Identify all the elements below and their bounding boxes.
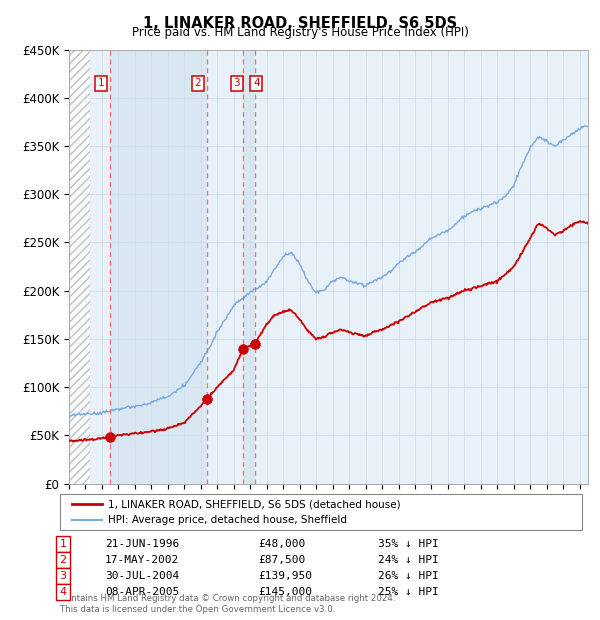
Text: 08-APR-2005: 08-APR-2005 — [105, 587, 179, 597]
Text: 1: 1 — [59, 539, 67, 549]
Bar — [244, 50, 254, 484]
Bar — [110, 50, 207, 484]
Text: 1: 1 — [97, 78, 104, 89]
Text: 35% ↓ HPI: 35% ↓ HPI — [378, 539, 439, 549]
Text: 26% ↓ HPI: 26% ↓ HPI — [378, 571, 439, 581]
Text: 21-JUN-1996: 21-JUN-1996 — [105, 539, 179, 549]
Text: 2: 2 — [194, 78, 201, 89]
Text: 4: 4 — [253, 78, 260, 89]
Text: £87,500: £87,500 — [258, 555, 305, 565]
Text: HPI: Average price, detached house, Sheffield: HPI: Average price, detached house, Shef… — [108, 515, 347, 525]
Text: Contains HM Land Registry data © Crown copyright and database right 2024.
This d: Contains HM Land Registry data © Crown c… — [60, 595, 395, 614]
Text: 1, LINAKER ROAD, SHEFFIELD, S6 5DS: 1, LINAKER ROAD, SHEFFIELD, S6 5DS — [143, 16, 457, 30]
Text: 25% ↓ HPI: 25% ↓ HPI — [378, 587, 439, 597]
Text: 24% ↓ HPI: 24% ↓ HPI — [378, 555, 439, 565]
Text: £145,000: £145,000 — [258, 587, 312, 597]
Text: 1, LINAKER ROAD, SHEFFIELD, S6 5DS (detached house): 1, LINAKER ROAD, SHEFFIELD, S6 5DS (deta… — [108, 499, 401, 509]
Text: Price paid vs. HM Land Registry's House Price Index (HPI): Price paid vs. HM Land Registry's House … — [131, 26, 469, 39]
Text: 3: 3 — [59, 571, 67, 581]
Text: £48,000: £48,000 — [258, 539, 305, 549]
Text: 17-MAY-2002: 17-MAY-2002 — [105, 555, 179, 565]
Text: £139,950: £139,950 — [258, 571, 312, 581]
Text: 30-JUL-2004: 30-JUL-2004 — [105, 571, 179, 581]
Text: 4: 4 — [59, 587, 67, 597]
Text: 3: 3 — [233, 78, 240, 89]
Text: 2: 2 — [59, 555, 67, 565]
